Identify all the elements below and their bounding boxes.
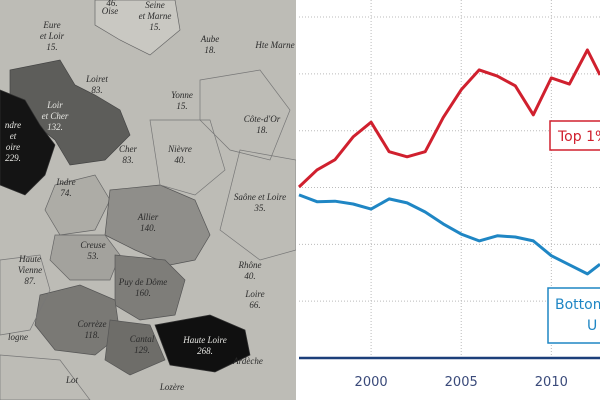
- department-label: Corrèze: [78, 319, 107, 329]
- department-label: Puy de Dôme: [118, 277, 167, 287]
- department-label: 40.: [174, 155, 185, 165]
- region: [94, 0, 181, 56]
- chart: 2000 2005 2010 Top 1% Bottom U: [296, 0, 600, 400]
- series-label: U: [587, 318, 597, 334]
- series-line: [297, 48, 600, 189]
- department-label: Vienne: [18, 265, 42, 275]
- department-label: et Cher: [42, 111, 69, 121]
- department-label: Haute Loire: [182, 335, 226, 345]
- region: [0, 89, 56, 196]
- region: [104, 184, 211, 266]
- department-label: 268.: [197, 346, 213, 356]
- department-label: Indre: [55, 177, 75, 187]
- department-label: Loiret: [85, 74, 108, 84]
- x-tick-label: 2000: [355, 375, 388, 390]
- department-label: Loire: [244, 289, 264, 299]
- department-label: logne: [8, 332, 28, 342]
- department-label: 40.: [244, 271, 255, 281]
- department-label: Oise: [102, 6, 119, 16]
- series-label: Bottom: [555, 297, 600, 313]
- department-label: Côte-d'Or: [244, 114, 281, 124]
- region: [49, 234, 121, 281]
- department-label: Haute: [18, 254, 41, 264]
- department-label: et Marne: [139, 11, 172, 21]
- department-label: 15.: [46, 42, 57, 52]
- department-label: Cher: [119, 144, 137, 154]
- series-label: Top 1%: [557, 129, 600, 145]
- department-label: Creuse: [80, 240, 105, 250]
- department-label: et: [10, 131, 17, 141]
- department-label: 53.: [87, 251, 98, 261]
- department-label: 66.: [249, 300, 260, 310]
- border: [0, 69, 297, 400]
- department-label: Allier: [137, 212, 159, 222]
- department-label: 229.: [5, 153, 21, 163]
- department-label: Hte Marne: [254, 40, 294, 50]
- department-label: Aube: [200, 34, 220, 44]
- department-label: 118.: [84, 330, 99, 340]
- department-label: Eure: [42, 20, 60, 30]
- department-label: Saône et Loire: [234, 192, 286, 202]
- department-label: Rhône: [238, 260, 262, 270]
- x-tick-label: 2005: [445, 375, 478, 390]
- department-label: 18.: [204, 45, 215, 55]
- department-label: 46.: [106, 0, 117, 8]
- department-label: Lozère: [159, 382, 184, 392]
- department-label: 15.: [149, 22, 160, 32]
- department-label: 18.: [256, 125, 267, 135]
- department-label: Lot: [65, 375, 79, 385]
- department-label: 83.: [122, 155, 133, 165]
- department-label: Yonne: [171, 90, 193, 100]
- region: [44, 174, 111, 236]
- department-label: ndre: [5, 120, 21, 130]
- series-line: [298, 193, 600, 276]
- department-label: et Loir: [40, 31, 65, 41]
- label-box: [547, 287, 600, 344]
- department-label: 132.: [47, 122, 63, 132]
- department-label: Seine: [145, 0, 165, 10]
- department-label: Nièvre: [167, 144, 192, 154]
- department-label: Cantal: [130, 334, 155, 344]
- department-label: 87.: [24, 276, 35, 286]
- department-label: oire: [6, 142, 20, 152]
- department-label: 83.: [91, 85, 102, 95]
- department-label: 160.: [135, 288, 151, 298]
- department-label: Loir: [46, 100, 63, 110]
- label-box: [549, 120, 600, 151]
- department-label: 15.: [176, 101, 187, 111]
- department-label: 35.: [253, 203, 265, 213]
- department-label: 74.: [60, 188, 71, 198]
- department-label: Ardèche: [232, 356, 263, 366]
- region: [104, 319, 166, 376]
- department-label: 129.: [134, 345, 150, 355]
- region: [154, 314, 251, 373]
- department-label: 140.: [140, 223, 156, 233]
- x-tick-label: 2010: [535, 375, 568, 390]
